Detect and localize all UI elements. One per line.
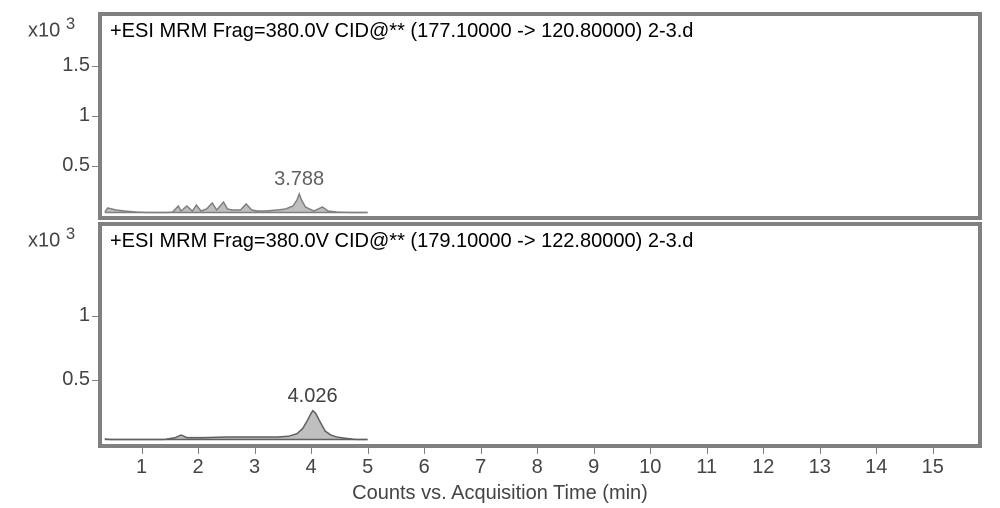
y-tick-label: 1.5 [62,54,90,77]
x-tick-mark [820,448,821,454]
x-tick-mark [594,448,595,454]
x-tick-label: 14 [861,456,891,479]
y-tick-label: 0.5 [62,368,90,391]
x-tick-label: 10 [635,456,665,479]
x-tick-mark [424,448,425,454]
peak-label: 4.026 [283,385,343,408]
x-tick-mark [481,448,482,454]
x-tick-label: 15 [918,456,948,479]
y-exp-sup: 3 [66,224,75,243]
x-tick-label: 12 [748,456,778,479]
x-tick-mark [933,448,934,454]
x-tick-mark [763,448,764,454]
x-tick-label: 4 [296,456,326,479]
x-tick-mark [368,448,369,454]
x-tick-mark [142,448,143,454]
x-tick-mark [876,448,877,454]
chromatogram-panel-top: +ESI MRM Frag=380.0V CID@** (177.10000 -… [98,12,982,220]
x-tick-label: 3 [240,456,270,479]
x-tick-label: 1 [127,456,157,479]
y-exp-prefix: x10 [28,20,66,42]
y-exponent-label: x10 3 [28,224,75,253]
chromatogram-panel-bottom: +ESI MRM Frag=380.0V CID@** (179.10000 -… [98,222,982,448]
x-tick-mark [255,448,256,454]
y-exp-prefix: x10 [28,230,66,252]
x-tick-mark [707,448,708,454]
trace-svg [102,16,978,216]
y-tick-label: 0.5 [62,154,90,177]
chromatogram-figure: x10 3 0.5 1 1.5 +ESI MRM Frag=380.0V CID@** … [0,0,1000,508]
x-tick-label: 9 [579,456,609,479]
x-tick-label: 6 [409,456,439,479]
x-tick-label: 11 [692,456,722,479]
x-tick-mark [198,448,199,454]
x-tick-label: 13 [805,456,835,479]
y-tick-label: 1 [79,304,90,327]
x-tick-label: 2 [183,456,213,479]
trace-line [105,194,368,213]
y-tick-label: 1 [79,104,90,127]
x-tick-label: 7 [466,456,496,479]
peak-label: 3.788 [269,168,329,191]
x-tick-mark [537,448,538,454]
y-exponent-label: x10 3 [28,14,75,43]
x-axis-label: Counts vs. Acquisition Time (min) [0,482,1000,505]
x-tick-label: 8 [522,456,552,479]
x-tick-label: 5 [353,456,383,479]
panel-title: +ESI MRM Frag=380.0V CID@** (177.10000 -… [110,20,693,43]
panel-title: +ESI MRM Frag=380.0V CID@** (179.10000 -… [110,230,693,253]
y-exp-sup: 3 [66,14,75,33]
trace-fill [105,411,368,440]
x-tick-mark [650,448,651,454]
trace-svg [102,226,978,444]
x-tick-mark [311,448,312,454]
